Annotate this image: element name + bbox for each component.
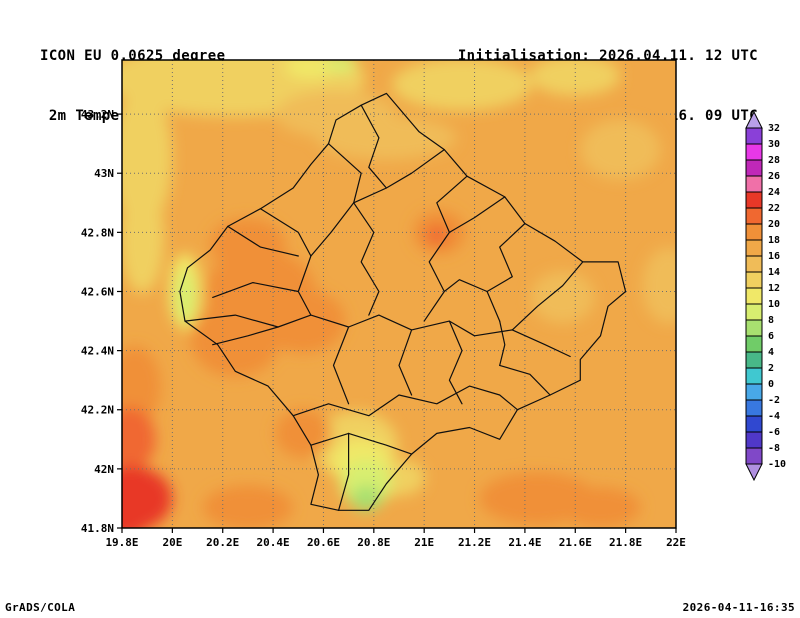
- legend-label: 20: [768, 219, 780, 230]
- legend-cell: [745, 223, 763, 241]
- y-axis-label: 42.2N: [81, 404, 114, 417]
- legend-cell: [745, 255, 763, 273]
- legend-arrow-top: [745, 110, 763, 129]
- x-axis-label: 21.2E: [458, 536, 491, 549]
- y-axis-label: 43N: [94, 167, 114, 180]
- y-axis-label: 42N: [94, 463, 114, 476]
- grads-credit: GrADS/COLA: [5, 601, 76, 614]
- legend-cell: [745, 367, 763, 385]
- legend-label: 30: [768, 139, 780, 150]
- legend-label: -4: [768, 411, 780, 422]
- x-axis-label: 20E: [162, 536, 182, 549]
- y-axis-label: 42.8N: [81, 226, 114, 239]
- legend-cell: [745, 351, 763, 369]
- x-axis-label: 20.2E: [206, 536, 239, 549]
- y-axis-label: 42.6N: [81, 286, 114, 299]
- municipality-boundary: [499, 320, 506, 366]
- municipality-boundary: [292, 385, 518, 417]
- x-axis-label: 20.8E: [357, 536, 390, 549]
- legend-label: 28: [768, 155, 780, 166]
- legend-label: -10: [768, 459, 786, 470]
- legend-cell: [745, 399, 763, 417]
- municipality-boundary: [338, 432, 350, 511]
- municipality-boundary: [486, 222, 526, 322]
- legend-label: 6: [768, 331, 774, 342]
- legend-cell: [745, 159, 763, 177]
- legend-label: 14: [768, 267, 780, 278]
- municipality-boundary: [332, 326, 350, 405]
- legend-label: 18: [768, 235, 780, 246]
- municipality-boundary: [448, 196, 506, 233]
- municipality-boundary: [443, 279, 488, 293]
- legend-cell: [745, 287, 763, 305]
- municipality-boundary: [184, 314, 571, 358]
- x-axis-label: 21.8E: [609, 536, 642, 549]
- legend-label: -6: [768, 427, 780, 438]
- x-axis-label: 21E: [414, 536, 434, 549]
- legend-label: 22: [768, 203, 780, 214]
- legend-cell: [745, 191, 763, 209]
- legend-label: 10: [768, 299, 780, 310]
- legend-label: -8: [768, 443, 780, 454]
- legend-cell: [745, 431, 763, 449]
- x-axis-label: 20.6E: [307, 536, 340, 549]
- legend-label: 16: [768, 251, 780, 262]
- y-axis-label: 42.4N: [81, 345, 114, 358]
- country-outline: [179, 92, 627, 511]
- creation-timestamp: 2026-04-11-16:35: [682, 601, 795, 614]
- municipality-boundary: [353, 149, 445, 204]
- municipality-boundary: [212, 326, 279, 346]
- legend-cell: [745, 447, 763, 465]
- legend-label: 32: [768, 123, 780, 134]
- municipality-boundary: [360, 104, 387, 189]
- municipality-boundary: [448, 320, 463, 405]
- municipality-boundary: [398, 329, 413, 396]
- legend-cell: [745, 271, 763, 289]
- municipality-boundary: [327, 143, 380, 316]
- legend-cell: [745, 383, 763, 401]
- legend-label: 12: [768, 283, 780, 294]
- legend-label: 8: [768, 315, 774, 326]
- legend-cell: [745, 319, 763, 337]
- legend-arrow-bottom: [745, 463, 763, 482]
- municipality-boundary: [423, 175, 468, 322]
- municipality-boundary: [212, 282, 299, 298]
- legend-label: 24: [768, 187, 780, 198]
- municipality-boundary: [227, 225, 299, 257]
- legend-cell: [745, 207, 763, 225]
- municipality-boundary: [310, 432, 413, 455]
- x-axis-label: 21.6E: [559, 536, 592, 549]
- legend-label: 26: [768, 171, 780, 182]
- x-axis-label: 20.4E: [257, 536, 290, 549]
- kosovo-boundaries: [179, 92, 627, 511]
- temperature-field: [122, 60, 676, 528]
- legend-cell: [745, 127, 763, 145]
- legend-cell: [745, 175, 763, 193]
- legend-label: 2: [768, 363, 774, 374]
- x-axis-label: 21.4E: [508, 536, 541, 549]
- legend-label: 0: [768, 379, 774, 390]
- y-axis-label: 43.2N: [81, 108, 114, 121]
- legend-label: -2: [768, 395, 780, 406]
- legend-label: 4: [768, 347, 774, 358]
- municipality-boundary: [499, 364, 551, 396]
- axes: 19.8E 20E 20.2E 20.4E 20.6E 20.8E 21E 21.2E 21.4…: [81, 108, 686, 549]
- legend-cell: [745, 335, 763, 353]
- map-frame: [121, 59, 677, 529]
- y-axis-label: 41.8N: [81, 522, 114, 535]
- x-axis-label: 22E: [666, 536, 686, 549]
- x-axis-label: 19.8E: [105, 536, 138, 549]
- legend-cell: [745, 303, 763, 321]
- legend-cell: [745, 415, 763, 433]
- legend-cell: [745, 239, 763, 257]
- municipality-boundary: [310, 202, 355, 257]
- legend-cell: [745, 143, 763, 161]
- municipality-boundary: [511, 261, 584, 331]
